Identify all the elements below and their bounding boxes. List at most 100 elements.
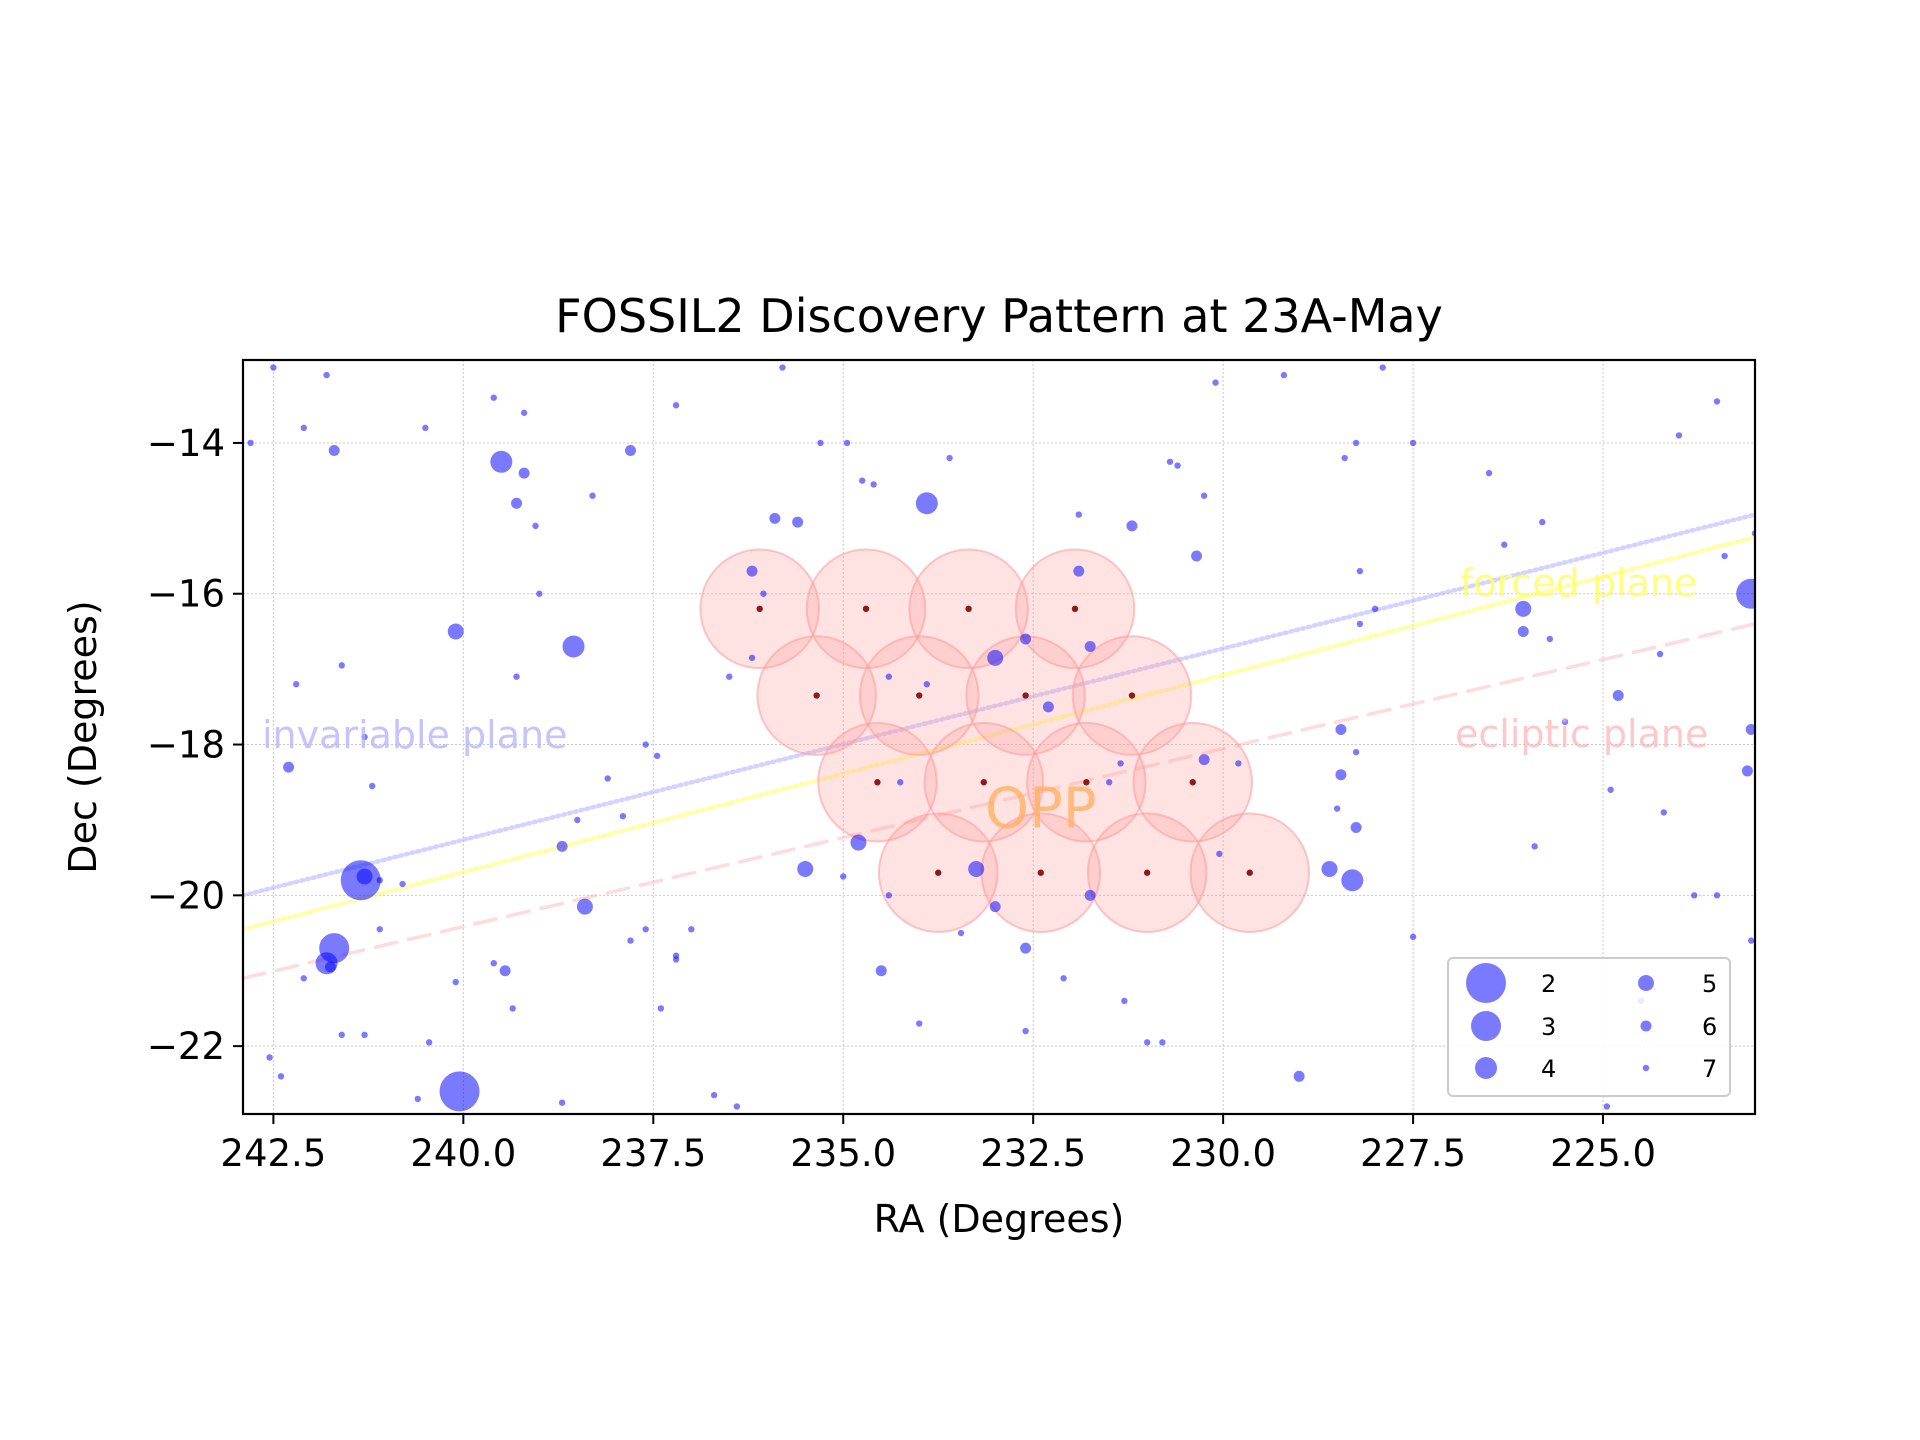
- field-center-point: [756, 605, 763, 613]
- star-point: [1603, 1103, 1611, 1110]
- star-point: [946, 454, 953, 462]
- star-point: [1656, 650, 1664, 658]
- star-point: [1143, 1039, 1151, 1046]
- legend: 2 3 4 5 6 7: [1447, 957, 1731, 1097]
- field-center-point: [1143, 869, 1151, 876]
- star-point: [562, 635, 585, 658]
- star-point: [1515, 600, 1532, 617]
- star-point: [1020, 942, 1032, 954]
- star-point: [532, 522, 539, 530]
- star-point: [748, 654, 756, 662]
- field-center-point: [874, 779, 881, 786]
- star-point: [328, 444, 340, 456]
- y-tick-label: −20: [147, 874, 225, 917]
- star-point: [1607, 786, 1614, 793]
- star-point: [1341, 454, 1348, 462]
- legend-marker: [1475, 1057, 1497, 1079]
- chart-title: FOSSIL2 Discovery Pattern at 23A-May: [555, 289, 1443, 343]
- star-point: [1084, 889, 1096, 901]
- star-point: [840, 873, 847, 880]
- field-center-point: [1037, 869, 1044, 876]
- star-point: [574, 816, 581, 824]
- star-point: [923, 681, 931, 688]
- star-point: [490, 960, 497, 967]
- star-point: [817, 439, 824, 447]
- star-point: [1084, 641, 1096, 653]
- legend-label: 2: [1541, 970, 1556, 998]
- star-point: [1166, 458, 1174, 465]
- star-point: [1748, 937, 1755, 944]
- star-point: [870, 481, 877, 488]
- field-pattern: [699, 548, 1310, 933]
- star-point: [1159, 1039, 1166, 1046]
- star-point: [1350, 821, 1362, 833]
- star-point: [1409, 439, 1417, 447]
- x-tick-label: 240.0: [410, 1132, 516, 1175]
- legend-box: [1447, 957, 1731, 1097]
- star-point: [447, 623, 464, 640]
- star-point: [323, 371, 330, 379]
- legend-marker: [1640, 1020, 1652, 1032]
- legend-marker: [1466, 963, 1506, 1003]
- x-tick-label: 230.0: [1170, 1132, 1276, 1175]
- star-point: [859, 477, 866, 484]
- star-point: [968, 860, 985, 877]
- star-point: [1713, 398, 1721, 405]
- star-point: [509, 1005, 516, 1012]
- star-point: [536, 590, 543, 597]
- field-center-point: [916, 692, 923, 699]
- star-point: [518, 467, 530, 479]
- star-point: [1235, 760, 1242, 767]
- star-point: [490, 450, 513, 473]
- x-tick-label: 235.0: [790, 1132, 896, 1175]
- star-point: [1356, 620, 1364, 628]
- star-point: [338, 662, 345, 669]
- star-point: [850, 834, 867, 851]
- x-axis-label: RA (Degrees): [874, 1197, 1125, 1241]
- star-point: [414, 1095, 421, 1103]
- star-point: [1675, 432, 1683, 439]
- field-center-point: [1071, 605, 1079, 613]
- star-point: [1517, 625, 1529, 637]
- field-center-point: [813, 692, 820, 699]
- star-point: [642, 926, 649, 933]
- y-tick-label: −16: [147, 573, 225, 616]
- star-point: [356, 868, 373, 885]
- star-point: [1612, 690, 1624, 702]
- legend-marker: [1471, 1011, 1501, 1041]
- star-point: [1020, 633, 1032, 645]
- star-point: [1117, 760, 1124, 767]
- star-point: [511, 497, 523, 509]
- star-point: [1546, 635, 1554, 643]
- ecliptic-plane-line: [243, 622, 1755, 981]
- axis-ticks: 242.5 240.0 237.5 235.0 232.5 230.0 227.5 225.0…: [147, 422, 1656, 1175]
- star-point: [843, 439, 851, 447]
- x-tick-label: 227.5: [1360, 1132, 1466, 1175]
- field-center-point: [862, 605, 870, 613]
- plot-frame: [241, 358, 1757, 1116]
- star-point: [885, 892, 893, 899]
- star-point: [916, 1020, 923, 1027]
- plane-labels: invariable plane forced plane ecliptic pla…: [262, 561, 1708, 841]
- star-point: [653, 752, 661, 760]
- star-point: [266, 1054, 273, 1061]
- star-point: [1335, 769, 1347, 781]
- star-point: [324, 961, 336, 973]
- star-point: [1073, 565, 1085, 577]
- field-center-point: [965, 605, 972, 613]
- star-point: [247, 439, 254, 447]
- star-point: [1356, 567, 1364, 575]
- field-center-point: [1083, 779, 1090, 786]
- star-point: [642, 741, 649, 748]
- star-point: [792, 516, 804, 528]
- star-point: [1352, 748, 1360, 756]
- star-point: [277, 1073, 285, 1080]
- star-point: [283, 761, 295, 773]
- y-axis-label: Dec (Degrees): [61, 600, 105, 873]
- star-point: [604, 775, 611, 782]
- star-point: [619, 812, 627, 820]
- star-point: [452, 978, 459, 986]
- field-center-point: [935, 869, 942, 876]
- x-tick-label: 232.5: [980, 1132, 1086, 1175]
